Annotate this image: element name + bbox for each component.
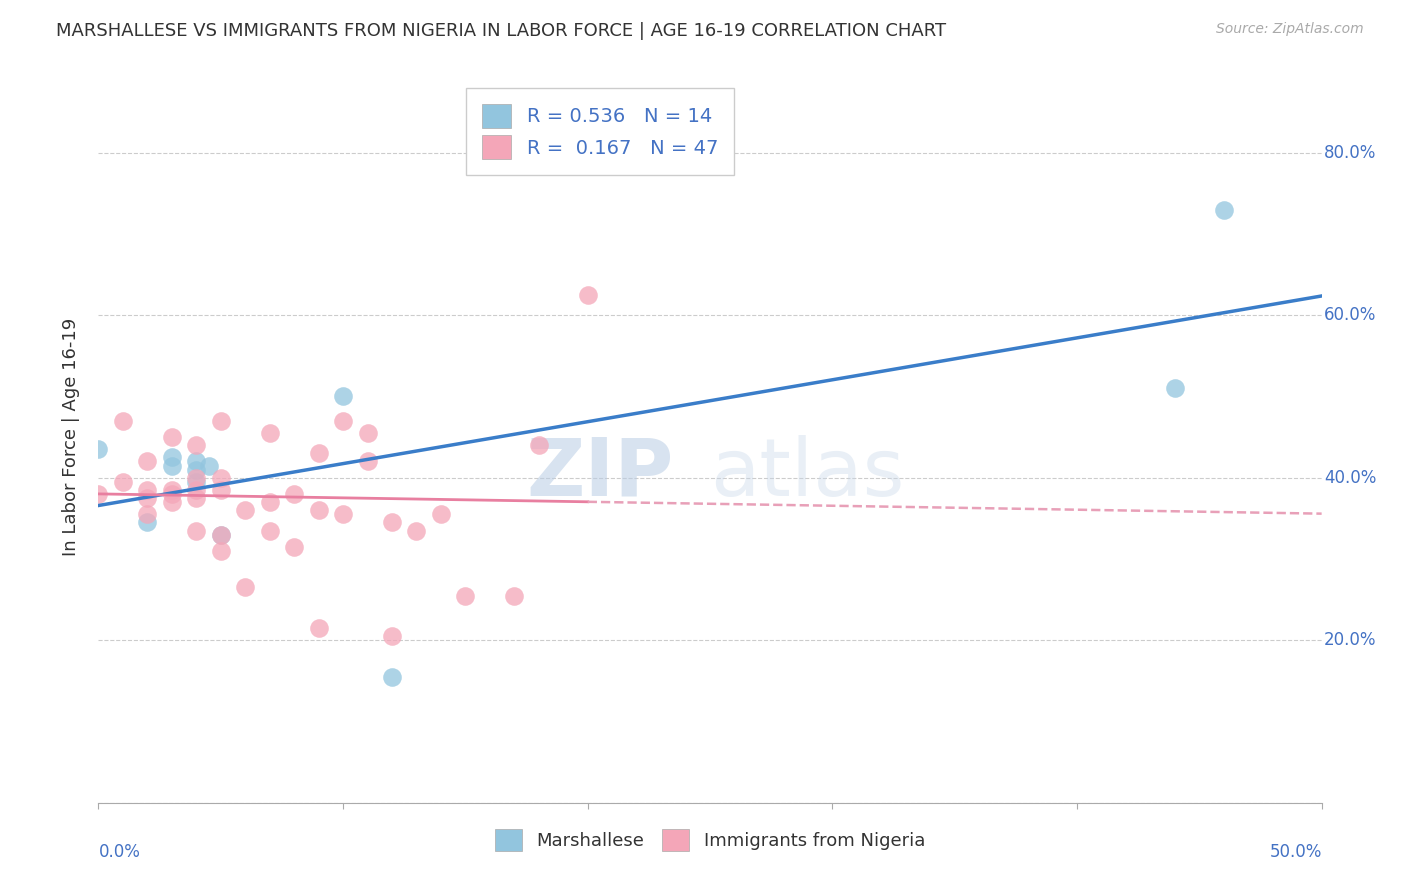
Point <box>160 458 183 473</box>
Text: atlas: atlas <box>710 434 904 513</box>
Legend: Marshallese, Immigrants from Nigeria: Marshallese, Immigrants from Nigeria <box>486 820 934 860</box>
Point <box>186 471 208 485</box>
Point <box>283 540 305 554</box>
Point <box>503 589 526 603</box>
Point <box>136 454 159 468</box>
Point <box>308 621 330 635</box>
Point <box>87 442 110 457</box>
Text: 20.0%: 20.0% <box>1324 632 1376 649</box>
Point <box>430 508 453 522</box>
Text: ZIP: ZIP <box>526 434 673 513</box>
Point <box>160 495 183 509</box>
Point <box>160 483 183 497</box>
Point <box>136 483 159 497</box>
Point <box>209 471 232 485</box>
Point <box>332 414 354 428</box>
Point <box>209 527 232 541</box>
Point <box>332 508 354 522</box>
Point <box>111 414 134 428</box>
Point <box>454 589 477 603</box>
Text: 50.0%: 50.0% <box>1270 843 1322 861</box>
Point <box>381 629 404 643</box>
Point <box>1164 381 1187 395</box>
Text: 40.0%: 40.0% <box>1324 468 1376 487</box>
Point <box>136 508 159 522</box>
Point <box>186 524 208 538</box>
Point <box>186 454 208 468</box>
Point <box>527 438 550 452</box>
Point <box>233 503 256 517</box>
Point <box>381 670 404 684</box>
Text: 0.0%: 0.0% <box>98 843 141 861</box>
Y-axis label: In Labor Force | Age 16-19: In Labor Force | Age 16-19 <box>62 318 80 557</box>
Text: 80.0%: 80.0% <box>1324 144 1376 161</box>
Point <box>259 425 281 440</box>
Text: 60.0%: 60.0% <box>1324 306 1376 324</box>
Point <box>136 491 159 505</box>
Point <box>186 475 208 489</box>
Point <box>186 483 208 497</box>
Point <box>209 527 232 541</box>
Point <box>160 450 183 465</box>
Point <box>576 288 599 302</box>
Point <box>111 475 134 489</box>
Point <box>259 524 281 538</box>
Point <box>186 438 208 452</box>
Point <box>87 487 110 501</box>
Point <box>186 462 208 476</box>
Point <box>308 503 330 517</box>
Point <box>308 446 330 460</box>
Point <box>283 487 305 501</box>
Point <box>356 454 378 468</box>
Point <box>160 430 183 444</box>
Point <box>405 524 427 538</box>
Point <box>186 491 208 505</box>
Point <box>197 458 219 473</box>
Point <box>381 516 404 530</box>
Point <box>259 495 281 509</box>
Point <box>209 544 232 558</box>
Point <box>332 389 354 403</box>
Text: Source: ZipAtlas.com: Source: ZipAtlas.com <box>1216 22 1364 37</box>
Point <box>209 414 232 428</box>
Text: MARSHALLESE VS IMMIGRANTS FROM NIGERIA IN LABOR FORCE | AGE 16-19 CORRELATION CH: MARSHALLESE VS IMMIGRANTS FROM NIGERIA I… <box>56 22 946 40</box>
Point <box>233 581 256 595</box>
Point <box>160 487 183 501</box>
Point <box>209 483 232 497</box>
Point <box>136 516 159 530</box>
Point <box>356 425 378 440</box>
Point <box>1212 202 1234 217</box>
